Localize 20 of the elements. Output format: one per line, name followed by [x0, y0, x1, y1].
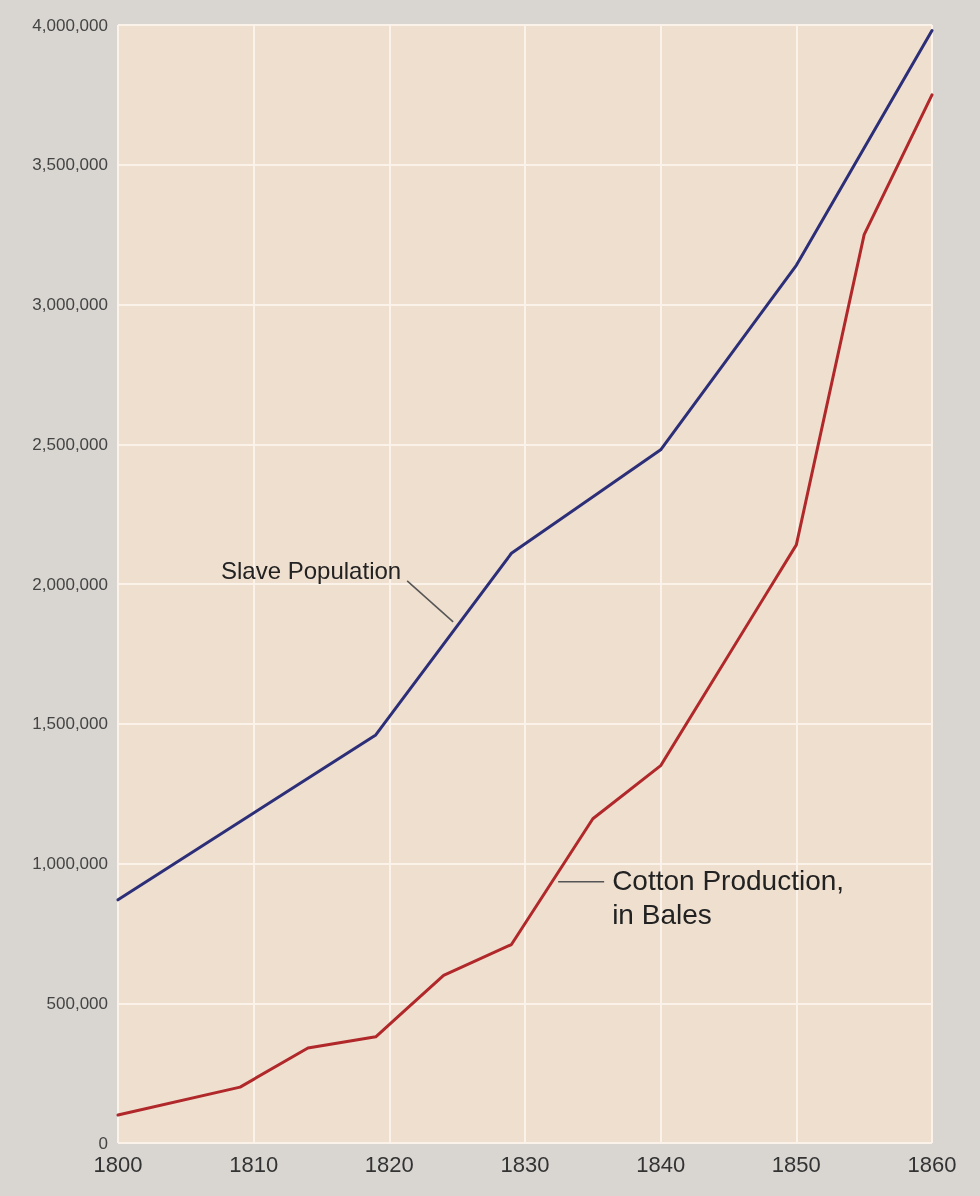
y-tick-label: 4,000,000 [32, 15, 108, 35]
y-tick-label: 3,000,000 [32, 295, 108, 314]
x-tick-label: 1850 [771, 1151, 821, 1177]
annotation: Cotton Production, in Bales [612, 865, 845, 931]
line-series [116, 29, 934, 902]
annotation: Slave Population [221, 557, 402, 585]
y-tick-label: 1,500,000 [32, 714, 108, 734]
y-tick-label: 3,500,000 [32, 155, 108, 175]
x-tick-label: 1840 [636, 1151, 686, 1177]
y-tick-label: 2,000,000 [32, 574, 108, 594]
x-tick-label: 1820 [364, 1151, 414, 1177]
y-tick-label: 1,000,000 [32, 854, 108, 873]
y-tick-label: 2,500,000 [32, 434, 108, 454]
y-tick-label: 0 [98, 1133, 108, 1153]
x-tick-label: 1860 [907, 1151, 957, 1177]
line-series [116, 93, 934, 1117]
x-tick-label: 1830 [500, 1151, 550, 1177]
x-tick-label: 1800 [93, 1151, 143, 1177]
x-tick-label: 1810 [229, 1151, 279, 1177]
y-tick-label: 500,000 [46, 993, 108, 1013]
